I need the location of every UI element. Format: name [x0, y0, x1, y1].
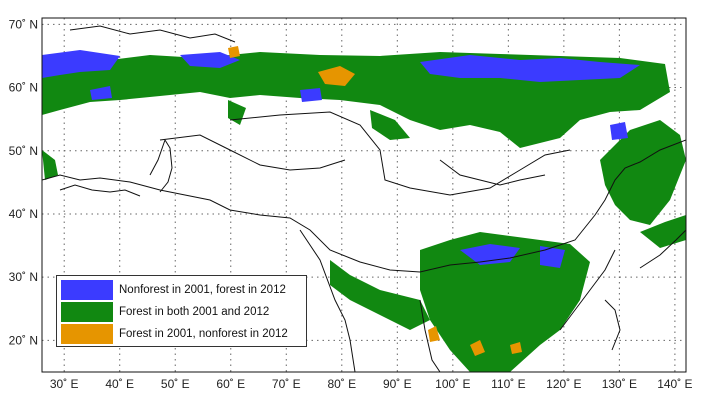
forest-gain-layer [42, 50, 640, 268]
forest-loss-layer [228, 46, 522, 356]
lon-tick-label: 90˚ E [383, 377, 412, 391]
lat-tick-label: 60˚ N [9, 81, 38, 95]
lat-tick-label: 70˚ N [9, 17, 38, 31]
lon-tick-label: 70˚ E [272, 377, 301, 391]
lon-tick-label: 80˚ E [327, 377, 356, 391]
borders-layer [42, 25, 686, 372]
legend: Nonforest in 2001, forest in 2012 Forest… [56, 275, 307, 347]
legend-item-loss: Forest in 2001, nonforest in 2012 [61, 324, 288, 344]
lon-tick-label: 110˚ E [491, 377, 525, 391]
legend-label-gain: Nonforest in 2001, forest in 2012 [119, 284, 286, 296]
lon-tick-label: 60˚ E [216, 377, 245, 391]
lon-tick-label: 100˚ E [435, 377, 470, 391]
legend-item-gain: Nonforest in 2001, forest in 2012 [61, 280, 286, 300]
lon-tick-label: 30˚ E [50, 377, 79, 391]
lat-tick-label: 20˚ N [9, 333, 38, 347]
legend-swatch-gain [61, 280, 113, 300]
lat-tick-label: 40˚ N [9, 207, 38, 221]
legend-label-stable: Forest in both 2001 and 2012 [119, 306, 270, 318]
lon-tick-label: 140˚ E [657, 377, 692, 391]
legend-label-loss: Forest in 2001, nonforest in 2012 [119, 328, 288, 340]
lon-tick-label: 50˚ E [161, 377, 190, 391]
map-border [41, 17, 687, 373]
legend-swatch-loss [61, 324, 113, 344]
latitude-labels: 70˚ N 60˚ N 50˚ N 40˚ N 30˚ N 20˚ N [9, 17, 38, 347]
lat-tick-label: 30˚ N [9, 270, 38, 284]
lon-tick-label: 40˚ E [105, 377, 134, 391]
lon-tick-label: 120˚ E [546, 377, 581, 391]
legend-item-stable: Forest in both 2001 and 2012 [61, 302, 269, 322]
lon-tick-label: 130˚ E [602, 377, 637, 391]
lat-tick-label: 50˚ N [9, 144, 38, 158]
longitude-labels: 30˚ E 40˚ E 50˚ E 60˚ E 70˚ E 80˚ E 90˚ E 100˚ … [50, 377, 693, 391]
legend-swatch-stable [61, 302, 113, 322]
